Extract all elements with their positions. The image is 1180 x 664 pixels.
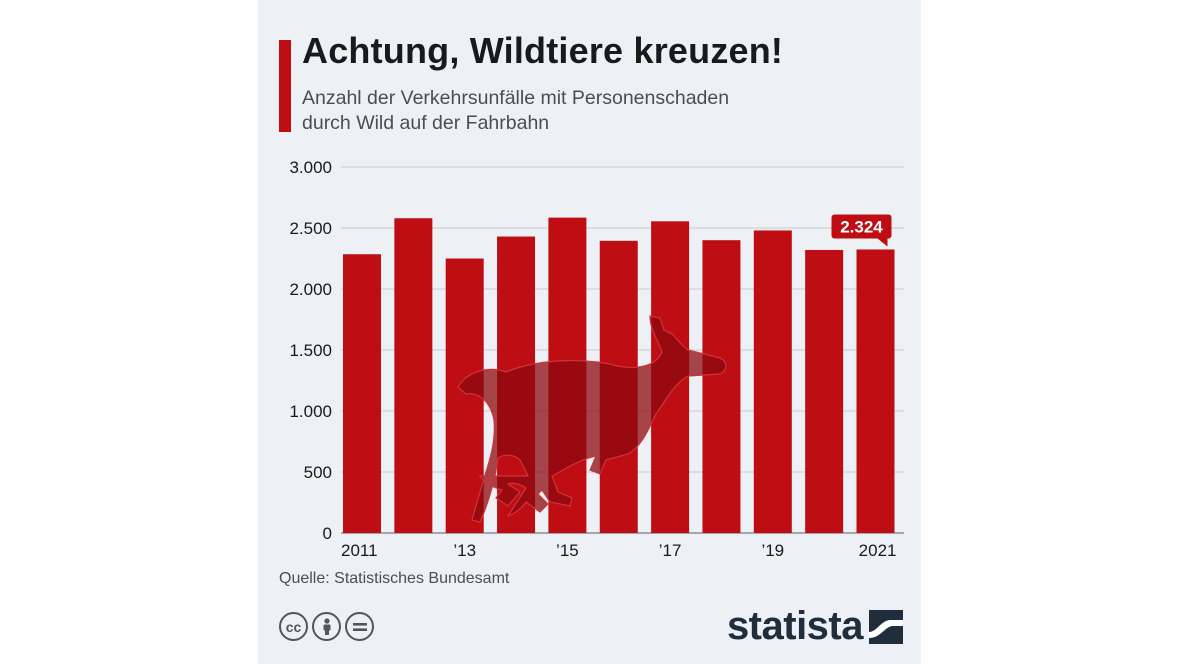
source-note: Quelle: Statistisches Bundesamt <box>279 570 510 587</box>
bar <box>805 249 844 533</box>
x-tick-label: ’13 <box>453 541 476 560</box>
title-accent-bar <box>279 40 291 132</box>
x-tick-label: 2021 <box>859 541 897 560</box>
statista-logo[interactable]: statista <box>727 604 903 649</box>
cc-icon[interactable]: cc <box>279 612 308 641</box>
y-tick-label: 0 <box>323 524 332 543</box>
equals-sign-icon <box>352 622 367 631</box>
x-tick-label: ’15 <box>556 541 579 560</box>
bar <box>702 240 741 533</box>
license-icons: cc <box>279 612 374 641</box>
x-tick-label: 2011 <box>341 541 378 560</box>
axis-label-layer: 0 500 1.000 1.500 2.000 2.500 3.000 2011 ’13 ’15 ’… <box>289 158 896 560</box>
x-tick-label: ’19 <box>761 541 784 560</box>
y-tick-label: 2.000 <box>289 280 332 299</box>
subtitle-line-1: Anzahl der Verkehrsunfälle mit Personens… <box>302 87 730 109</box>
bar <box>753 230 792 533</box>
deer-body <box>457 315 727 523</box>
bar <box>343 254 381 534</box>
attribution-icon[interactable] <box>312 612 341 641</box>
x-tick-label: ’17 <box>659 541 682 560</box>
statista-logo-icon <box>869 609 903 644</box>
bar <box>394 218 433 534</box>
value-callout-pointer <box>877 238 888 247</box>
chart-title: Achtung, Wildtiere kreuzen! <box>302 30 784 71</box>
y-tick-label: 500 <box>304 463 332 482</box>
bar <box>856 249 895 534</box>
value-callout-label: 2.324 <box>840 217 883 236</box>
deer-silhouette-icon <box>457 315 727 523</box>
subtitle-line-2: durch Wild auf der Fahrbahn <box>302 112 550 134</box>
chart-subtitle: Anzahl der Verkehrsunfälle mit Personens… <box>302 86 902 136</box>
bar-chart: 0 500 1.000 1.500 2.000 2.500 3.000 2011 ’13 ’15 ’… <box>289 158 904 560</box>
value-callout-box <box>831 214 892 239</box>
no-derivatives-icon[interactable] <box>345 612 374 641</box>
y-tick-label: 1.500 <box>289 341 332 360</box>
infographic-card: Achtung, Wildtiere kreuzen! Anzahl der V… <box>258 0 921 664</box>
attribution-person-icon <box>323 617 330 635</box>
y-tick-label: 2.500 <box>289 219 332 238</box>
y-tick-label: 1.000 <box>289 402 332 421</box>
y-tick-label: 3.000 <box>289 158 332 177</box>
brand-name: statista <box>726 604 864 648</box>
